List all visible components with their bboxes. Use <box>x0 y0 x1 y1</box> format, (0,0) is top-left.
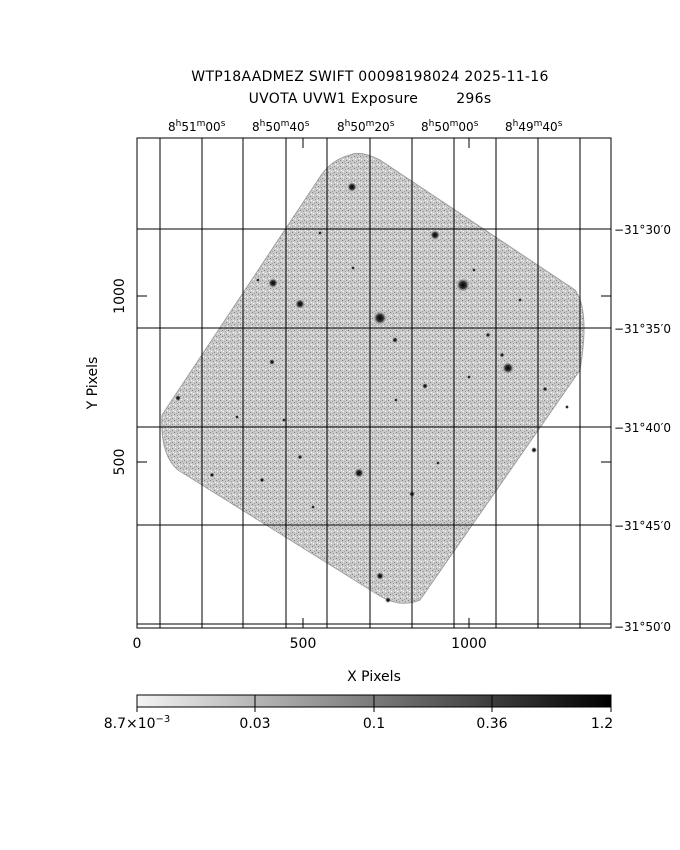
plot-frame <box>136 137 612 629</box>
ra-label: 8h49m40s <box>505 119 563 134</box>
dec-label: −31°30′0 <box>614 223 671 237</box>
star-source <box>467 375 471 379</box>
star-source <box>175 395 181 401</box>
star-source <box>235 415 239 419</box>
star-source <box>268 278 278 288</box>
ra-label: 8h51m00s <box>168 119 226 134</box>
star-source <box>297 454 303 460</box>
dec-label: −31°35′0 <box>614 322 671 336</box>
ra-label: 8h50m20s <box>337 119 395 134</box>
y-tick-label: 1000 <box>112 278 128 314</box>
star-source <box>531 447 537 453</box>
ra-label: 8h50m40s <box>252 119 310 134</box>
star-source <box>318 231 322 235</box>
star-source <box>565 405 569 409</box>
sources <box>175 182 569 603</box>
y-axis-label: Y Pixels <box>85 357 101 411</box>
x-tick-label: 500 <box>290 636 317 652</box>
star-source <box>209 472 215 478</box>
star-source <box>502 362 514 374</box>
colorbar-tick-label: 0.1 <box>363 716 385 732</box>
x-axis-label: X Pixels <box>347 669 401 685</box>
ra-labels: 8h51m00s 8h50m40s 8h50m20s 8h50m00s 8h49… <box>168 119 563 134</box>
plot-title: WTP18AADMEZ SWIFT 00098198024 2025-11-16 <box>191 69 549 85</box>
star-source <box>351 266 355 270</box>
colorbar-tick-label: 0.36 <box>476 716 507 732</box>
plot-subtitle: UVOTA UVW1 Exposure 296s <box>248 91 492 107</box>
dec-label: −31°40′0 <box>614 421 671 435</box>
dec-labels: −31°30′0 −31°35′0 −31°40′0 −31°45′0 −31°… <box>614 223 671 634</box>
y-tick-label: 500 <box>112 449 128 476</box>
ra-label: 8h50m00s <box>421 119 479 134</box>
star-source <box>295 299 305 309</box>
star-source <box>376 572 384 580</box>
x-tick-label: 1000 <box>451 636 487 652</box>
colorbar-tick-label: 0.03 <box>239 716 270 732</box>
star-source <box>422 383 428 389</box>
star-source <box>485 332 491 338</box>
star-source <box>385 597 391 603</box>
star-source <box>394 398 398 402</box>
colorbar-tick-label: 8.7×10−3 <box>104 714 171 732</box>
star-source <box>392 337 398 343</box>
star-source <box>518 298 522 302</box>
star-source <box>256 278 260 282</box>
colorbar-ticks <box>136 695 612 712</box>
dec-label: −31°50′0 <box>614 620 671 634</box>
x-tick-label: 0 <box>133 636 142 652</box>
star-source <box>472 268 476 272</box>
star-source <box>542 386 548 392</box>
coordinate-grid <box>137 138 611 628</box>
star-source <box>347 182 357 192</box>
star-source <box>259 477 265 483</box>
dec-label: −31°45′0 <box>614 519 671 533</box>
star-source <box>499 352 505 358</box>
pixel-axis-ticks <box>136 138 611 628</box>
star-source <box>456 278 470 292</box>
star-source <box>311 505 315 509</box>
star-source <box>282 418 286 422</box>
star-source <box>430 230 440 240</box>
star-source <box>373 311 387 325</box>
colorbar-tick-label: 1.2 <box>591 716 613 732</box>
star-source <box>269 359 275 365</box>
star-source <box>354 468 364 478</box>
exposure-footprint <box>161 152 585 604</box>
star-source <box>436 461 440 465</box>
